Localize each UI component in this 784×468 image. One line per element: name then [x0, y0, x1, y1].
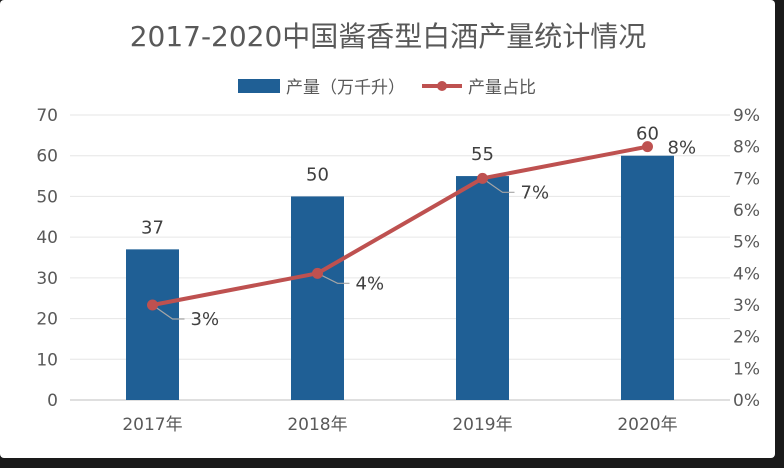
line-point: [147, 299, 158, 311]
left-tick-label: 30: [36, 269, 58, 289]
line-point: [477, 172, 488, 184]
left-tick-label: 20: [36, 310, 58, 330]
legend-bar-swatch: [238, 79, 280, 93]
line-series-path: [152, 144, 648, 307]
bar-labels: 37 50 55 60: [141, 124, 659, 239]
bar-value-label: 50: [306, 164, 329, 185]
right-tick-label: 7%: [733, 169, 760, 189]
left-tick-label: 60: [36, 147, 58, 167]
line-series: [147, 141, 653, 311]
left-tick-label: 10: [36, 350, 58, 370]
right-tick-label: 5%: [733, 233, 760, 253]
line-labels: 3% 4% 7% 8%: [191, 138, 697, 330]
legend: 产量（万千升） 产量占比: [238, 78, 536, 98]
x-axis-labels: 2017年 2018年 2019年 2020年: [122, 415, 677, 435]
right-tick-label: 4%: [733, 264, 760, 284]
legend-line-label: 产量占比: [468, 78, 536, 98]
right-tick-label: 6%: [733, 201, 760, 221]
x-tick-label: 2017年: [122, 415, 182, 435]
bar: [456, 176, 509, 400]
right-tick-label: 9%: [733, 106, 760, 126]
right-tick-label: 0%: [733, 391, 760, 411]
line-point: [312, 267, 323, 279]
right-axis-ticks: 0% 1% 2% 3% 4% 5% 6% 7% 8% 9%: [733, 106, 760, 411]
left-tick-label: 0: [47, 391, 58, 411]
leader-line: [317, 272, 350, 284]
x-tick-label: 2019年: [452, 415, 512, 435]
right-tick-label: 1%: [733, 359, 760, 379]
bar: [126, 249, 179, 400]
left-tick-label: 50: [36, 187, 58, 207]
right-tick-label: 3%: [733, 296, 760, 316]
line-value-label: 4%: [356, 273, 385, 294]
leader-line: [152, 304, 185, 320]
line-value-label: 7%: [521, 182, 550, 203]
left-tick-label: 70: [36, 106, 58, 126]
chart-title: 2017-2020中国酱香型白酒产量统计情况: [130, 20, 647, 53]
right-tick-label: 8%: [733, 138, 760, 158]
bar: [291, 196, 344, 400]
x-tick-label: 2018年: [287, 415, 347, 435]
bar-value-label: 60: [636, 124, 659, 145]
leader-lines: [152, 177, 515, 320]
bar-value-label: 55: [471, 144, 494, 165]
legend-bar-label: 产量（万千升）: [286, 78, 405, 98]
bar-value-label: 37: [141, 217, 164, 238]
leader-line: [482, 177, 515, 193]
line-value-label: 3%: [191, 309, 220, 330]
left-tick-label: 40: [36, 228, 58, 248]
line-point: [642, 141, 653, 153]
legend-line-marker: [437, 81, 447, 91]
x-tick-label: 2020年: [617, 415, 677, 435]
bar: [621, 155, 674, 400]
line-value-label: 8%: [668, 138, 697, 159]
bars: [126, 155, 674, 400]
chart-svg: 2017-2020中国酱香型白酒产量统计情况 产量（万千升） 产量占比 0 10 2…: [36, 20, 760, 435]
left-axis-ticks: 0 10 20 30 40 50 60 70: [36, 106, 58, 411]
chart-card: 2017-2020中国酱香型白酒产量统计情况 产量（万千升） 产量占比 0 10 2…: [0, 0, 775, 458]
right-tick-label: 2%: [733, 328, 760, 348]
